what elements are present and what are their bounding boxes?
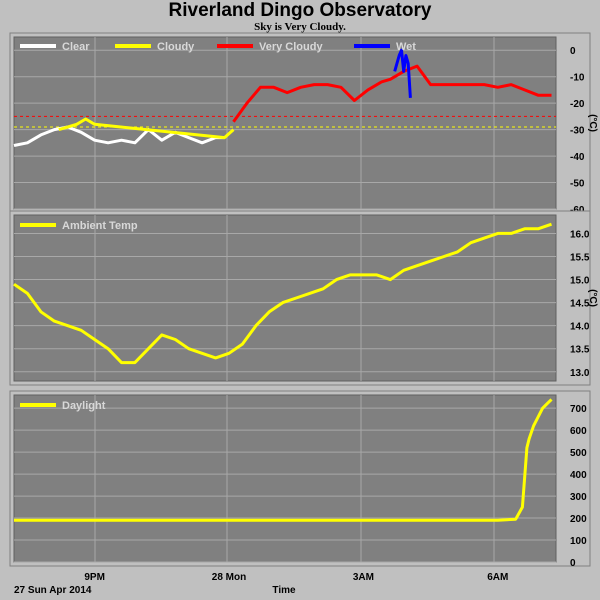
series-daylight [14, 398, 553, 522]
legend-label: Very Cloudy [259, 41, 323, 53]
series-very-cloudy [232, 64, 552, 123]
x-tick-label: 9PM [84, 572, 105, 583]
chart-subtitle: Sky is Very Cloudy. [254, 21, 346, 33]
series-wet [393, 48, 412, 98]
y-tick-label: 400 [570, 470, 587, 481]
footer-date: 27 Sun Apr 2014 [14, 585, 92, 596]
x-tick-label: 6AM [487, 572, 508, 583]
series-ambient-temp [13, 222, 552, 365]
y-tick-label: -40 [570, 152, 585, 163]
y-unit-label: (°C) [587, 289, 598, 307]
legend-label: Ambient Temp [62, 220, 138, 232]
y-tick-label: 300 [570, 492, 587, 503]
x-axis-label: Time [272, 585, 296, 596]
y-tick-label: 16.0 [570, 229, 590, 240]
panel-ambient: 13.0 13.5 14.0 14.5 15.0 15.5 16.0 (°C) Ambient … [9, 210, 598, 386]
y-tick-label: 500 [570, 448, 587, 459]
y-tick-label: 100 [570, 536, 587, 547]
y-tick-label: -30 [570, 126, 585, 137]
y-tick-label: 600 [570, 426, 587, 437]
series-clear [13, 125, 225, 147]
legend-label: Clear [62, 41, 90, 53]
plot-area [13, 394, 557, 563]
y-tick-label: -10 [570, 73, 585, 84]
y-unit-label: (°C) [587, 114, 598, 132]
y-tick-label: 0 [570, 46, 576, 57]
x-tick-label: 28 Mon [212, 572, 246, 583]
y-tick-label: 13.0 [570, 368, 590, 379]
x-tick-label: 3AM [353, 572, 374, 583]
y-tick-label: 14.0 [570, 322, 590, 333]
chart-title: Riverland Dingo Observatory [168, 0, 432, 21]
plot-area [13, 214, 557, 382]
panel-daylight: 0 100 200 300 400 500 600 700 Daylight [9, 390, 591, 569]
y-tick-label: 15.0 [570, 276, 590, 287]
legend-label: Wet [396, 41, 416, 53]
y-tick-label: 15.5 [570, 253, 590, 264]
legend-label: Daylight [62, 400, 106, 412]
y-tick-label: 13.5 [570, 345, 590, 356]
y-tick-label: -20 [570, 99, 585, 110]
legend-label: Cloudy [157, 41, 195, 53]
y-tick-label: 0 [570, 558, 576, 569]
y-tick-label: 700 [570, 404, 587, 415]
plot-area [13, 36, 557, 210]
y-tick-label: 14.5 [570, 299, 590, 310]
series-cloudy [58, 117, 235, 140]
y-tick-label: 200 [570, 514, 587, 525]
y-tick-label: -50 [570, 179, 585, 190]
